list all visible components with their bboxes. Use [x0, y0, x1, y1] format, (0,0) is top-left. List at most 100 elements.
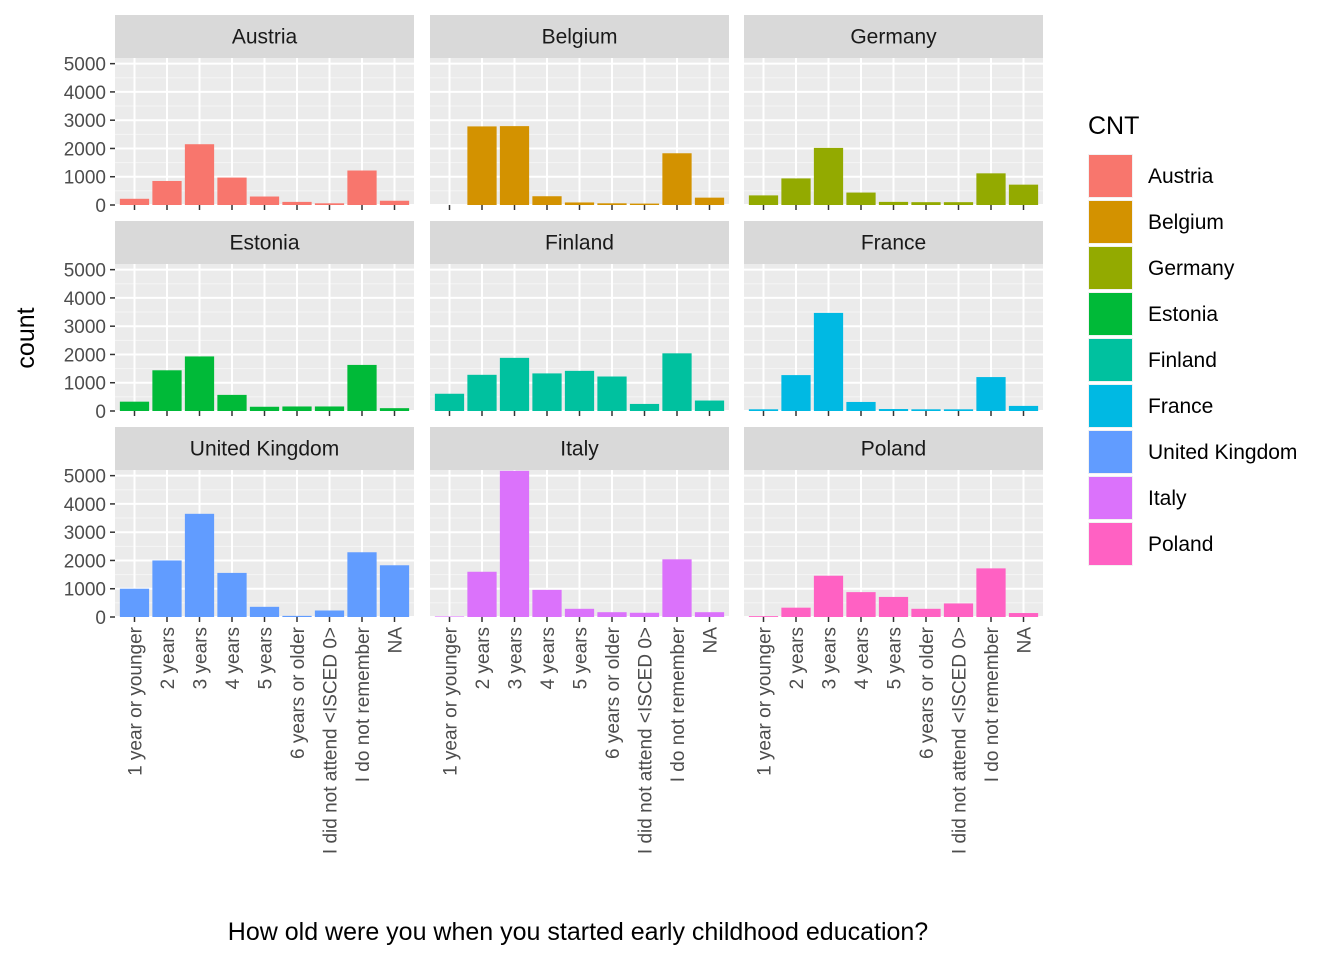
y-axis-title: count: [12, 307, 40, 368]
bar-austria-5-years: [249, 196, 280, 205]
facet-estonia: Estonia: [115, 221, 414, 412]
x-tick-label: I did not attend <ISCED 0>: [321, 627, 342, 854]
x-tick-label: I do not remember: [668, 626, 689, 782]
bar-united-kingdom-na: [379, 565, 410, 617]
y-tick-label: 5000: [64, 261, 106, 282]
legend-item-austria: Austria: [1088, 154, 1214, 198]
bar-estonia-4-years: [217, 394, 247, 411]
bar-united-kingdom-2-years: [152, 560, 182, 617]
bar-france-4-years: [846, 401, 876, 411]
bar-germany-2-years: [781, 178, 811, 205]
y-tick-label: 1000: [64, 168, 106, 189]
facet-austria: Austria: [115, 15, 414, 206]
y-tick-label: 3000: [64, 523, 106, 544]
legend-item-belgium: Belgium: [1088, 200, 1224, 244]
x-axis-title: How old were you when you started early …: [228, 918, 928, 946]
y-tick-label: 3000: [64, 317, 106, 338]
y-tick-label: 4000: [64, 495, 106, 516]
legend-swatch: [1089, 247, 1132, 289]
x-tick-label: I do not remember: [982, 626, 1003, 782]
legend: CNT Austria Belgium Germany Estonia Finland F…: [1088, 112, 1297, 566]
bar-germany-5-years: [878, 201, 909, 205]
legend-label: United Kingdom: [1148, 441, 1297, 464]
bar-france-na: [1008, 405, 1039, 411]
facet-france: France: [744, 221, 1043, 412]
legend-swatch: [1089, 201, 1132, 243]
x-tick-label: 6 years or older: [917, 626, 938, 759]
bar-estonia-i-did-not-attend-isced-0: [314, 406, 345, 411]
facet-united-kingdom: United Kingdom: [115, 427, 414, 618]
bar-estonia-5-years: [249, 406, 280, 411]
x-tick-label: 2 years: [473, 627, 494, 689]
x-tick-label: 6 years or older: [603, 626, 624, 759]
legend-item-italy: Italy: [1088, 476, 1187, 520]
bar-estonia-1-year-or-younger: [119, 401, 150, 411]
bar-austria-na: [379, 200, 410, 205]
bar-finland-2-years: [467, 374, 497, 411]
x-tick-label: NA: [386, 627, 407, 654]
bar-united-kingdom-3-years: [184, 513, 215, 617]
legend-label: Italy: [1148, 487, 1187, 510]
bar-finland-6-years-or-older: [597, 376, 627, 411]
bar-italy-i-do-not-remember: [662, 559, 692, 617]
bar-belgium-i-did-not-attend-isced-0: [629, 203, 660, 205]
bar-poland-na: [1008, 613, 1039, 617]
bar-finland-4-years: [532, 373, 562, 411]
x-tick-label: 1 year or younger: [126, 626, 147, 776]
bar-finland-na: [694, 400, 725, 411]
y-tick-label: 1000: [64, 580, 106, 601]
facet-panels: Austria Belgium Germany Estonia Finland Franc…: [115, 15, 1043, 618]
facet-strip: [744, 15, 1043, 58]
bar-germany-4-years: [846, 192, 876, 205]
bar-italy-2-years: [467, 571, 497, 617]
x-tick-label: 2 years: [158, 627, 179, 689]
bar-finland-3-years: [499, 357, 530, 411]
bar-finland-1-year-or-younger: [434, 393, 465, 411]
facet-strip: [430, 427, 729, 470]
bar-france-3-years: [813, 312, 844, 411]
legend-swatch: [1089, 293, 1132, 335]
y-tick-label: 2000: [64, 551, 106, 572]
y-tick-label: 0: [95, 196, 106, 217]
legend-swatch: [1089, 523, 1132, 565]
x-tick-label: 2 years: [787, 627, 808, 689]
bar-estonia-i-do-not-remember: [347, 364, 377, 411]
legend-label: Germany: [1148, 257, 1235, 280]
bar-austria-i-do-not-remember: [347, 170, 377, 205]
bar-belgium-4-years: [532, 196, 562, 205]
bar-estonia-2-years: [152, 370, 182, 411]
y-tick-label: 3000: [64, 111, 106, 132]
x-tick-label: I did not attend <ISCED 0>: [636, 627, 657, 854]
bar-italy-4-years: [532, 589, 562, 617]
bar-italy-na: [694, 612, 725, 617]
bar-united-kingdom-1-year-or-younger: [119, 588, 150, 617]
legend-swatch: [1089, 431, 1132, 473]
x-tick-label: 5 years: [885, 627, 906, 689]
legend-swatch: [1089, 155, 1132, 197]
bar-italy-i-did-not-attend-isced-0: [629, 612, 660, 617]
x-tick-label: 3 years: [820, 627, 841, 689]
facet-strip-label: Germany: [850, 26, 937, 49]
bar-poland-i-did-not-attend-isced-0: [943, 603, 974, 617]
bar-poland-5-years: [878, 596, 909, 617]
bar-germany-i-do-not-remember: [976, 173, 1006, 205]
legend-item-finland: Finland: [1088, 338, 1217, 382]
bar-belgium-na: [694, 197, 725, 205]
facet-strip: [744, 427, 1043, 470]
bar-france-2-years: [781, 375, 811, 411]
bar-belgium-3-years: [499, 126, 530, 205]
y-axes: 0 1000 2000 3000 4000 5000 0 1000 2000 3000 4000 50…: [64, 55, 115, 629]
facet-belgium: Belgium: [430, 15, 729, 206]
bar-france-6-years-or-older: [911, 409, 941, 411]
bar-austria-1-year-or-younger: [119, 198, 150, 205]
bar-belgium-2-years: [467, 126, 497, 205]
y-tick-label: 5000: [64, 55, 106, 76]
bar-france-i-do-not-remember: [976, 377, 1006, 411]
bar-belgium-6-years-or-older: [597, 203, 627, 205]
bar-poland-3-years: [813, 575, 844, 617]
x-axes: 1 year or younger 2 years 3 years 4 years 5 …: [126, 205, 1036, 854]
facet-strip: [115, 15, 414, 58]
bar-finland-5-years: [564, 370, 595, 411]
bar-united-kingdom-6-years-or-older: [282, 615, 312, 617]
